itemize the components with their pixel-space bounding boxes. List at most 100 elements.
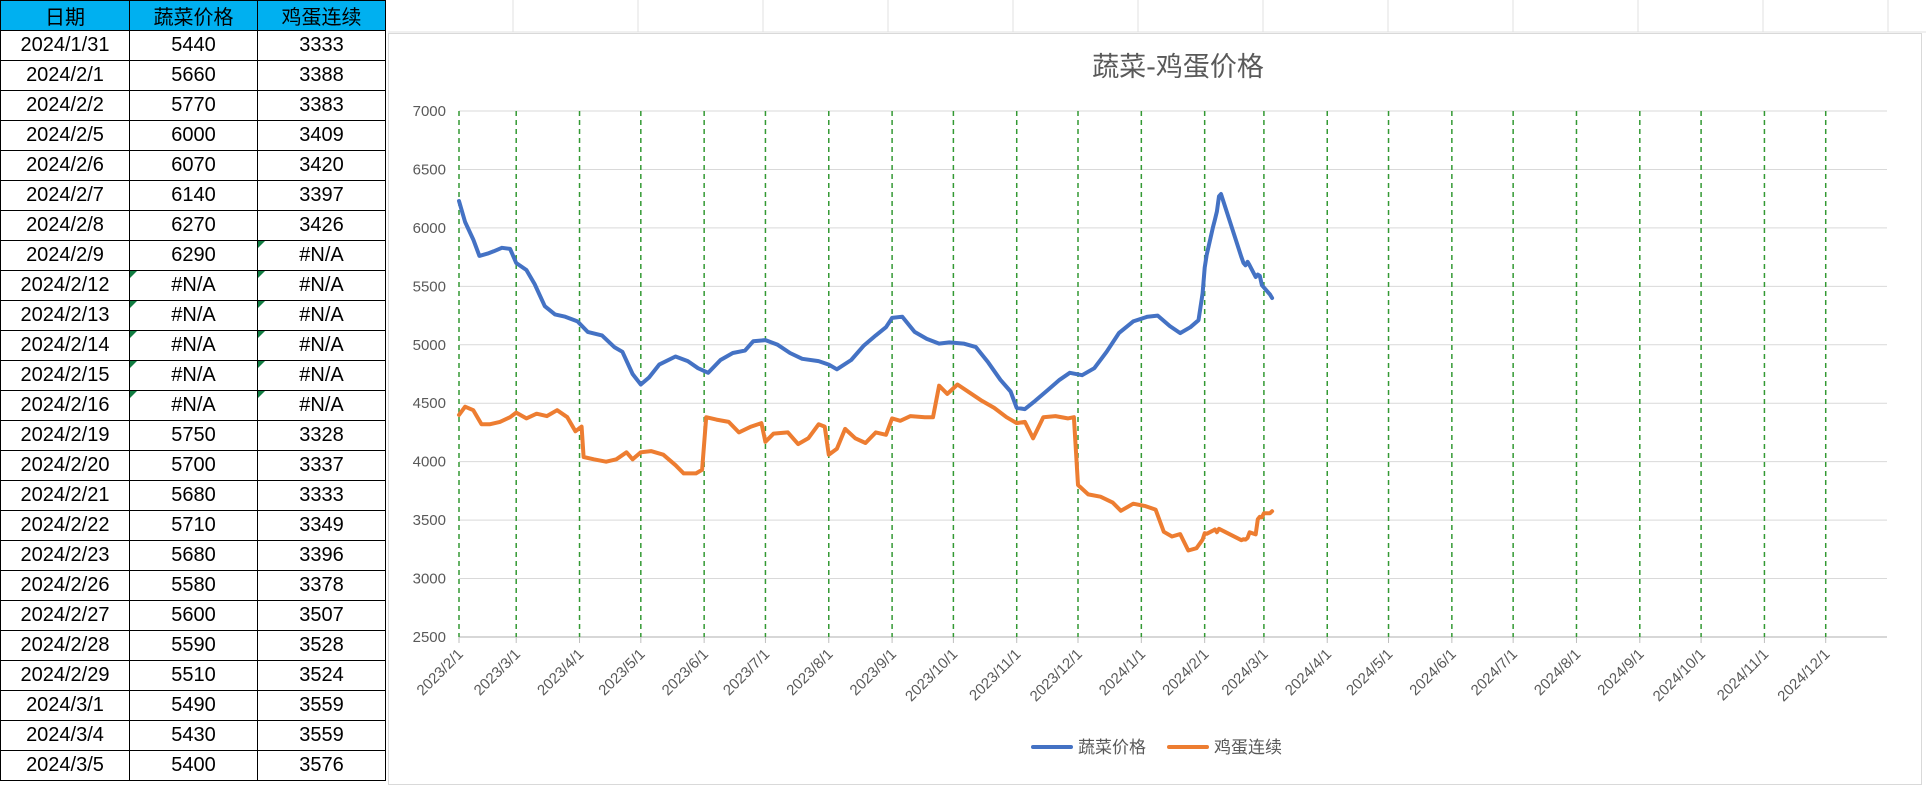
egg-price-cell[interactable]: 3349	[257, 510, 386, 541]
cell-text: #N/A	[171, 364, 216, 386]
date-cell[interactable]: 2024/2/12	[0, 270, 130, 301]
cell-text: 2024/3/5	[26, 754, 104, 776]
x-tick-label: 2023/6/1	[659, 646, 712, 699]
date-cell[interactable]: 2024/2/21	[0, 480, 130, 511]
date-cell[interactable]: 2024/2/19	[0, 420, 130, 451]
header-egg-continuous[interactable]: 鸡蛋连续	[257, 0, 386, 31]
egg-price-cell[interactable]: 3337	[257, 450, 386, 481]
vegetable-price-cell[interactable]: 5600	[129, 600, 258, 631]
vegetable-price-cell[interactable]: 6270	[129, 210, 258, 241]
vegetable-price-cell[interactable]: #N/A	[129, 390, 258, 421]
vegetable-price-cell[interactable]: 5440	[129, 30, 258, 61]
cell-text: 2024/2/1	[26, 64, 104, 86]
date-cell[interactable]: 2024/2/28	[0, 630, 130, 661]
cell-text: 3409	[299, 124, 344, 146]
date-cell[interactable]: 2024/2/13	[0, 300, 130, 331]
vegetable-price-cell[interactable]: 5680	[129, 540, 258, 571]
cell-text: 3337	[299, 454, 344, 476]
egg-price-cell[interactable]: 3528	[257, 630, 386, 661]
date-cell[interactable]: 2024/2/27	[0, 600, 130, 631]
line-chart[interactable]: 蔬菜-鸡蛋价格 2500 3000 3500 4000 4500 5000 5500 6000…	[388, 33, 1922, 785]
egg-price-cell[interactable]: #N/A	[257, 300, 386, 331]
date-cell[interactable]: 2024/2/14	[0, 330, 130, 361]
vegetable-price-cell[interactable]: 6000	[129, 120, 258, 151]
vegetable-price-cell[interactable]: #N/A	[129, 360, 258, 391]
header-vegetable-price[interactable]: 蔬菜价格	[129, 0, 258, 31]
vegetable-price-cell[interactable]: 6140	[129, 180, 258, 211]
date-cell[interactable]: 2024/2/15	[0, 360, 130, 391]
x-tick-label: 2023/4/1	[534, 646, 587, 699]
vegetable-price-cell[interactable]: 5430	[129, 720, 258, 751]
date-cell[interactable]: 2024/2/9	[0, 240, 130, 271]
vegetable-price-cell[interactable]: 5770	[129, 90, 258, 121]
date-cell[interactable]: 2024/1/31	[0, 30, 130, 61]
legend: 蔬菜价格 鸡蛋连续	[1031, 738, 1282, 758]
egg-price-cell[interactable]: #N/A	[257, 360, 386, 391]
vegetable-price-cell[interactable]: #N/A	[129, 330, 258, 361]
date-cell[interactable]: 2024/2/20	[0, 450, 130, 481]
egg-price-cell[interactable]: 3333	[257, 30, 386, 61]
egg-price-cell[interactable]: #N/A	[257, 270, 386, 301]
date-cell[interactable]: 2024/2/5	[0, 120, 130, 151]
egg-price-cell[interactable]: 3396	[257, 540, 386, 571]
header-date[interactable]: 日期	[0, 0, 130, 31]
egg-price-cell[interactable]: 3383	[257, 90, 386, 121]
vegetable-price-cell[interactable]: 5580	[129, 570, 258, 601]
egg-price-cell[interactable]: 3328	[257, 420, 386, 451]
date-cell[interactable]: 2024/2/26	[0, 570, 130, 601]
vegetable-price-cell[interactable]: 6290	[129, 240, 258, 271]
x-tick-label: 2024/3/1	[1218, 646, 1271, 699]
vegetable-price-cell[interactable]: 5490	[129, 690, 258, 721]
egg-price-cell[interactable]: #N/A	[257, 390, 386, 421]
vegetable-price-cell[interactable]: #N/A	[129, 300, 258, 331]
egg-price-cell[interactable]: #N/A	[257, 240, 386, 271]
vegetable-price-cell[interactable]: 5700	[129, 450, 258, 481]
date-cell[interactable]: 2024/2/1	[0, 60, 130, 91]
x-tick-label: 2024/9/1	[1594, 646, 1647, 699]
date-cell[interactable]: 2024/2/6	[0, 150, 130, 181]
egg-price-cell[interactable]: 3333	[257, 480, 386, 511]
date-cell[interactable]: 2024/2/7	[0, 180, 130, 211]
egg-price-cell[interactable]: #N/A	[257, 330, 386, 361]
table-row: 2024/2/22 5710 3349	[0, 510, 386, 541]
vegetable-price-cell[interactable]: #N/A	[129, 270, 258, 301]
chart-area[interactable]	[388, 33, 1922, 785]
date-cell[interactable]: 2024/3/5	[0, 750, 130, 781]
cell-text: #N/A	[299, 394, 344, 416]
egg-price-cell[interactable]: 3409	[257, 120, 386, 151]
egg-price-cell[interactable]: 3507	[257, 600, 386, 631]
vegetable-price-cell[interactable]: 5750	[129, 420, 258, 451]
series-line-egg	[457, 382, 1275, 553]
x-tick-label: 2023/5/1	[595, 646, 648, 699]
date-cell[interactable]: 2024/2/22	[0, 510, 130, 541]
date-cell[interactable]: 2024/2/2	[0, 90, 130, 121]
date-cell[interactable]: 2024/2/8	[0, 210, 130, 241]
date-cell[interactable]: 2024/3/4	[0, 720, 130, 751]
vegetable-price-cell[interactable]: 5710	[129, 510, 258, 541]
egg-price-cell[interactable]: 3576	[257, 750, 386, 781]
date-cell[interactable]: 2024/2/23	[0, 540, 130, 571]
egg-price-cell[interactable]: 3426	[257, 210, 386, 241]
date-cell[interactable]: 2024/2/16	[0, 390, 130, 421]
date-cell[interactable]: 2024/3/1	[0, 690, 130, 721]
cell-text: 5710	[171, 514, 216, 536]
x-tick-label: 2023/8/1	[783, 646, 836, 699]
egg-price-cell[interactable]: 3378	[257, 570, 386, 601]
vegetable-price-cell[interactable]: 5510	[129, 660, 258, 691]
table-row: 2024/1/31 5440 3333	[0, 30, 386, 61]
cell-text: 2024/2/7	[26, 184, 104, 206]
egg-price-cell[interactable]: 3559	[257, 690, 386, 721]
vegetable-price-cell[interactable]: 5680	[129, 480, 258, 511]
vegetable-price-cell[interactable]: 5660	[129, 60, 258, 91]
cell-text: #N/A	[299, 304, 344, 326]
egg-price-cell[interactable]: 3420	[257, 150, 386, 181]
table-row: 2024/3/5 5400 3576	[0, 750, 386, 781]
egg-price-cell[interactable]: 3524	[257, 660, 386, 691]
egg-price-cell[interactable]: 3397	[257, 180, 386, 211]
vegetable-price-cell[interactable]: 5400	[129, 750, 258, 781]
egg-price-cell[interactable]: 3388	[257, 60, 386, 91]
vegetable-price-cell[interactable]: 5590	[129, 630, 258, 661]
vegetable-price-cell[interactable]: 6070	[129, 150, 258, 181]
egg-price-cell[interactable]: 3559	[257, 720, 386, 751]
date-cell[interactable]: 2024/2/29	[0, 660, 130, 691]
